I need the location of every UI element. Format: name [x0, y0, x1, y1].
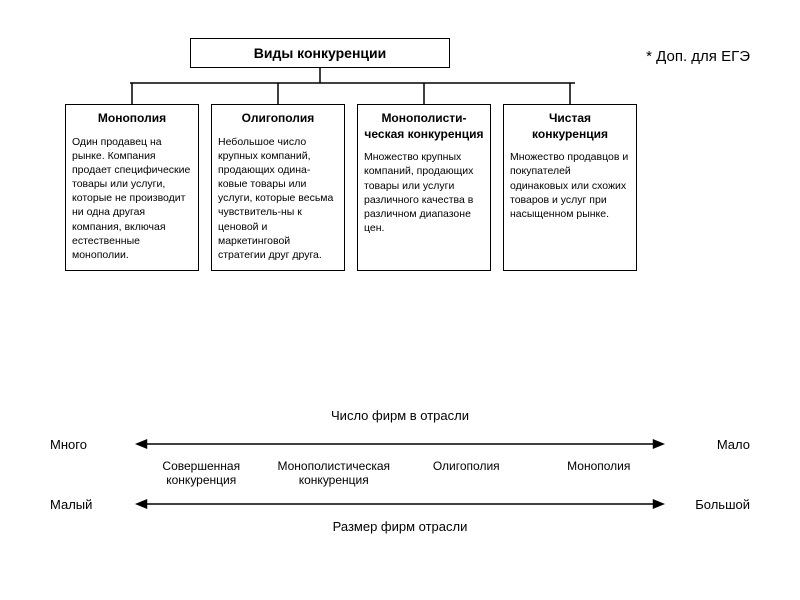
- root-node: Виды конкуренции: [190, 38, 450, 68]
- branch-title: Монополисти-ческая конкуренция: [364, 111, 484, 142]
- scale-section: Число фирм в отрасли Много Мало Совершен…: [50, 408, 750, 534]
- root-title: Виды конкуренции: [254, 45, 387, 61]
- scale-label: Олигополия: [400, 459, 533, 487]
- branch-title: Чистая конкуренция: [510, 111, 630, 142]
- scale-right-bottom: Большой: [665, 497, 750, 512]
- branch-node: Чистая конкуренция Множество продавцов и…: [503, 104, 637, 271]
- branch-node: Олигополия Небольшое число крупных компа…: [211, 104, 345, 271]
- scale-left-top: Много: [50, 437, 135, 452]
- branch-desc: Небольшое число крупных компаний, продаю…: [218, 135, 338, 263]
- annotation-text: * Доп. для ЕГЭ: [646, 48, 750, 65]
- branch-title: Монополия: [72, 111, 192, 127]
- branch-desc: Множество продавцов и покупателей одинак…: [510, 150, 630, 221]
- branch-desc: Один продавец на рынке. Компания продает…: [72, 135, 192, 263]
- branch-desc: Множество крупных компаний, продающих то…: [364, 150, 484, 235]
- branch-node: Монополия Один продавец на рынке. Компан…: [65, 104, 199, 271]
- scale-arrow-top: [135, 435, 665, 453]
- scale-labels: Совершенная конкуренция Монополистическа…: [135, 459, 665, 487]
- scale-right-top: Мало: [665, 437, 750, 452]
- scale-top-row: Много Мало: [50, 435, 750, 453]
- scale-left-bottom: Малый: [50, 497, 135, 512]
- scale-bottom-title: Размер фирм отрасли: [50, 519, 750, 534]
- scale-top-title: Число фирм в отрасли: [50, 408, 750, 423]
- branch-node: Монополисти-ческая конкуренция Множество…: [357, 104, 491, 271]
- scale-label: Монополия: [533, 459, 666, 487]
- scale-label: Совершенная конкуренция: [135, 459, 268, 487]
- scale-label: Монополистическая конкуренция: [268, 459, 401, 487]
- scale-arrow-bottom: [135, 495, 665, 513]
- branch-row: Монополия Один продавец на рынке. Компан…: [65, 104, 637, 271]
- scale-bottom-row: Малый Большой: [50, 495, 750, 513]
- branch-title: Олигополия: [218, 111, 338, 127]
